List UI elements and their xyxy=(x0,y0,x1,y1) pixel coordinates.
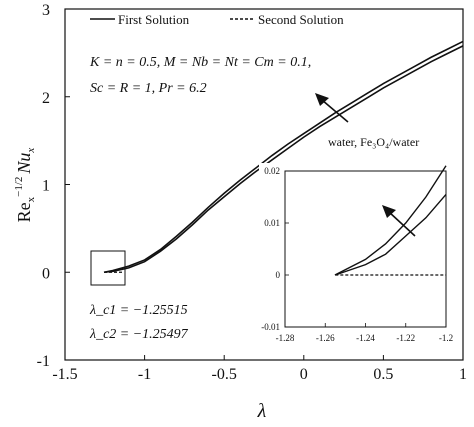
x-tick-label-5: 1 xyxy=(459,366,467,383)
x-tick-label-2: -0.5 xyxy=(212,366,237,383)
zoom-box xyxy=(90,250,126,286)
y-axis-label-nu: Nu xyxy=(14,153,34,175)
y-tick-label-2: 1 xyxy=(42,178,50,195)
series-line-1 xyxy=(103,40,464,274)
x-tick-label-3: 0 xyxy=(300,366,308,383)
main-series-lines xyxy=(103,40,464,274)
y-tick-label-1: 0 xyxy=(42,265,50,282)
lambda-c1-label: λ_c1 = −1.25515 xyxy=(89,303,188,318)
inset-arrow xyxy=(382,205,416,237)
lambda-c2-label: λ_c2 = −1.25497 xyxy=(89,327,189,342)
y-tick-label-0: -1 xyxy=(37,353,50,370)
inset-y-tick-label-3: 0.02 xyxy=(264,166,280,176)
y-axis-label-nu-sub: x xyxy=(25,148,37,154)
y-tick-label-3: 2 xyxy=(42,90,50,107)
inset-series-line-1 xyxy=(335,193,447,276)
y-axis-label-re: Re xyxy=(14,202,34,222)
params-annotation-line2: Sc = R = 1, Pr = 6.2 xyxy=(90,81,207,96)
x-tick-label-1: -1 xyxy=(138,366,151,383)
inset-series-lines xyxy=(334,165,447,276)
legend-first-solution-label: First Solution xyxy=(118,12,190,27)
annotation-arrow-head xyxy=(315,93,329,106)
annotation-arrow-label: water, Fe₃O₄/water xyxy=(328,135,419,149)
inset-y-tick-label-0: -0.01 xyxy=(261,322,280,332)
x-axis-label: λ xyxy=(257,400,267,422)
inset-background xyxy=(259,163,452,347)
inset-x-tick-label-2: -1.24 xyxy=(356,333,375,343)
svg-text:Rex−1/2Nux: Rex−1/2Nux xyxy=(13,148,37,223)
params-annotation-line1: K = n = 0.5, M = Nb = Nt = Cm = 0.1, xyxy=(89,55,311,70)
inset-arrow-shaft xyxy=(388,211,416,237)
series-line-0 xyxy=(103,45,464,274)
inset-arrow-head xyxy=(382,205,396,218)
y-axis-label-exp: −1/2 xyxy=(13,177,25,197)
x-tick-label-0: -1.5 xyxy=(52,366,77,383)
inset-x-tick-label-0: -1.28 xyxy=(276,333,295,343)
arrow-annotation: water, Fe₃O₄/water xyxy=(315,93,419,149)
annotation-arrow-shaft xyxy=(321,99,349,123)
inset-y-tick-label-2: 0.01 xyxy=(264,218,280,228)
inset-x-tick-label-3: -1.22 xyxy=(396,333,415,343)
inset-plot-area: -1.28 -1.26 -1.24 -1.22 -1.2 -0.01 0 0.01 0.02 xyxy=(259,163,453,347)
x-tick-label-4: 0.5 xyxy=(373,366,393,383)
legend: First Solution Second Solution xyxy=(90,12,344,27)
inset-x-tick-label-1: -1.26 xyxy=(316,333,335,343)
legend-second-solution-label: Second Solution xyxy=(258,12,344,27)
y-tick-label-4: 3 xyxy=(42,2,50,19)
inset-x-tick-label-4: -1.2 xyxy=(439,333,453,343)
y-axis-label: Rex−1/2Nux xyxy=(13,148,37,223)
inset-series-line-0 xyxy=(334,165,447,276)
y-axis-label-re-sub: x xyxy=(25,196,37,202)
inset-y-tick-label-1: 0 xyxy=(276,270,281,280)
